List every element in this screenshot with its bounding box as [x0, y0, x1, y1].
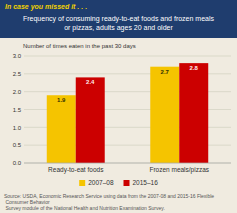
legend: 2007–08 2015–16: [79, 179, 158, 186]
data-labels: 1.9 2.7 2.4 2.8: [57, 65, 198, 103]
header-band: [0, 0, 237, 38]
legend-label: 2015–16: [133, 179, 159, 186]
y-tick-label: 1.5: [13, 107, 22, 113]
y-tick-label: 0.5: [13, 142, 22, 148]
y-tick-label: 2.0: [13, 89, 22, 95]
legend-swatch: [79, 180, 85, 186]
data-label: 2.8: [190, 65, 199, 71]
y-tick-label: 0.0: [13, 160, 22, 166]
grid-line: [24, 163, 231, 164]
bar: [150, 67, 179, 163]
x-tick-label: Frozen meals/pizzas: [149, 166, 209, 174]
data-label: 1.9: [57, 97, 66, 103]
legend-swatch: [124, 180, 130, 186]
bar: [179, 63, 208, 163]
data-label: 2.7: [161, 69, 170, 75]
footer-line: Survey module of the National Health and…: [4, 205, 165, 211]
y-axis-label: Number of times eaten in the past 30 day…: [23, 43, 136, 49]
data-label: 2.4: [86, 79, 95, 85]
bar: [47, 95, 76, 163]
title-line: or pizzas, adults ages 20 and older: [64, 24, 173, 32]
title-line: Frequency of consuming ready-to-eat food…: [23, 15, 215, 23]
bars: [47, 63, 208, 163]
y-tick-label: 3.0: [13, 53, 22, 59]
bar: [76, 77, 105, 163]
legend-label: 2007–08: [88, 179, 114, 186]
header: In case you missed it . . .: [5, 3, 87, 11]
x-axis-line: [24, 163, 231, 164]
y-tick-label: 1.0: [13, 125, 22, 131]
x-tick-label: Ready-to-eat foods: [48, 166, 104, 174]
background: [0, 0, 237, 213]
title: Frequency of consuming ready-to-eat food…: [23, 15, 215, 32]
grid-line: [24, 56, 231, 57]
footer: Source: USDA, Economic Research Service …: [4, 193, 214, 211]
y-tick-label: 2.5: [13, 71, 22, 77]
grid: [24, 56, 231, 163]
